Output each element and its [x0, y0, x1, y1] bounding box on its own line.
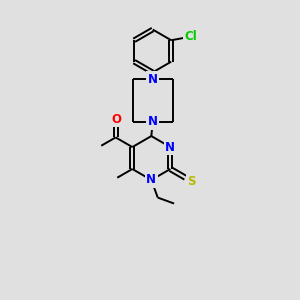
Text: N: N [146, 173, 156, 187]
Text: S: S [187, 175, 196, 188]
Text: N: N [148, 73, 158, 85]
Text: O: O [111, 113, 121, 126]
Text: N: N [148, 116, 158, 128]
Text: N: N [165, 141, 175, 154]
Text: Cl: Cl [185, 30, 197, 44]
